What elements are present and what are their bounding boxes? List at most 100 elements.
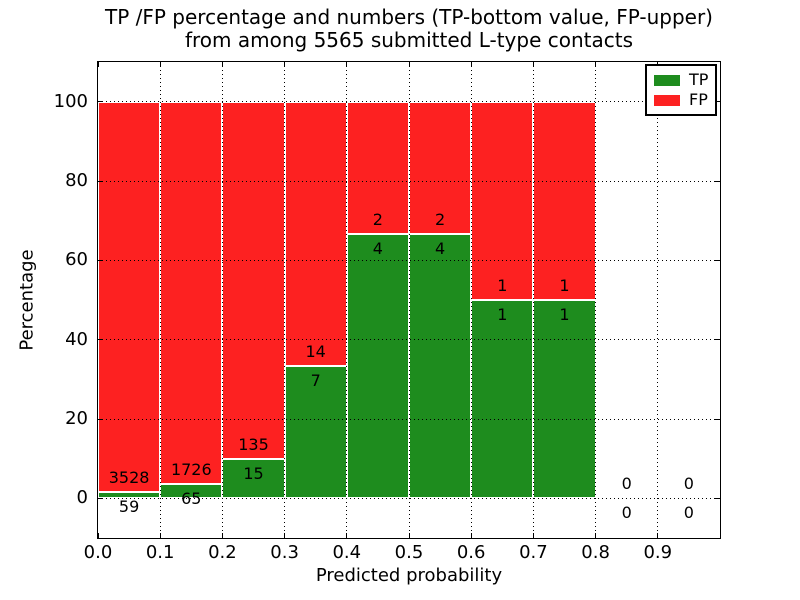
tick-mark-top — [284, 62, 286, 67]
bar-label-fp-5: 2 — [435, 209, 446, 229]
bar-segment-fp-7 — [533, 101, 596, 300]
gridline-x-0.3 — [284, 62, 286, 538]
bar-label-fp-4: 2 — [372, 209, 383, 229]
x-tick-label-0.3: 0.3 — [270, 542, 299, 563]
x-tick-label-0.4: 0.4 — [332, 542, 362, 563]
bar-segment-tp-6 — [471, 300, 534, 499]
bar-label-tp-9: 0 — [683, 503, 694, 523]
tick-mark-right — [715, 180, 720, 182]
bar-label-fp-6: 1 — [497, 276, 508, 295]
tick-mark-right — [715, 259, 720, 261]
x-tick-label-0.0: 0.0 — [83, 542, 113, 563]
bar-label-tp-2: 15 — [243, 463, 264, 483]
bar-label-fp-7: 1 — [559, 276, 570, 295]
tick-mark-right — [715, 101, 720, 103]
legend-entry-tp: TP — [654, 70, 708, 90]
bar-label-tp-4: 4 — [372, 238, 383, 258]
bar-label-fp-2: 135 — [238, 434, 269, 454]
bar-segment-tp-5 — [409, 233, 472, 499]
tick-mark-bottom — [408, 533, 410, 538]
gridline-x-0.2 — [221, 62, 223, 538]
gridline-x-0.4 — [346, 62, 348, 538]
x-axis-label: Predicted probability — [315, 565, 503, 586]
legend: TP FP — [645, 64, 718, 116]
bar-segment-fp-6 — [471, 101, 534, 300]
bar-segment-fp-2 — [222, 101, 285, 459]
gridline-y-20 — [98, 418, 720, 420]
tick-mark-left — [98, 339, 103, 341]
tick-mark-bottom — [284, 533, 286, 538]
plot-area: 3528 59 1726 65 135 15 14 7 2 4 2 4 1 1 1 1 0 0 0 0 — [97, 61, 721, 539]
tick-mark-left — [98, 259, 103, 261]
bar-label-tp-8: 0 — [621, 503, 632, 523]
y-tick-label-80: 80 — [65, 170, 88, 191]
legend-swatch-fp — [654, 94, 680, 106]
tick-mark-bottom — [595, 533, 597, 538]
y-tick-label-40: 40 — [65, 328, 88, 350]
x-tick-label-0.2: 0.2 — [208, 542, 237, 563]
gridline-x-0.9 — [657, 62, 659, 538]
bar-label-tp-5: 4 — [435, 238, 446, 258]
bar-segment-fp-4 — [346, 101, 409, 234]
gridline-x-0.8 — [595, 62, 597, 538]
bar-label-tp-7: 1 — [559, 305, 570, 324]
legend-entry-fp: FP — [654, 90, 708, 110]
bar-label-fp-8: 0 — [621, 474, 632, 494]
y-tick-label-0: 0 — [76, 487, 88, 509]
tick-mark-top — [408, 62, 410, 67]
gridline-y-60 — [98, 259, 720, 261]
tick-mark-bottom — [470, 533, 472, 538]
bar-label-fp-9: 0 — [683, 474, 694, 494]
bar-segment-tp-7 — [533, 300, 596, 499]
gridline-y-0 — [98, 497, 720, 499]
gridline-y-80 — [98, 180, 720, 182]
x-tick-label-0.9: 0.9 — [643, 542, 673, 563]
tick-mark-left — [98, 101, 103, 103]
bar-segment-tp-4 — [346, 233, 409, 499]
gridline-y-100 — [98, 101, 720, 103]
bar-segment-fp-5 — [409, 101, 472, 234]
tick-mark-top — [159, 62, 161, 67]
tick-mark-top — [346, 62, 348, 67]
legend-label-fp: FP — [689, 90, 708, 109]
bar-segment-tp-2 — [222, 458, 285, 499]
tick-mark-top — [532, 62, 534, 67]
x-tick-label-0.5: 0.5 — [394, 542, 424, 563]
bar-segment-fp-0 — [98, 101, 161, 492]
bar-segment-tp-1 — [160, 483, 223, 499]
tick-mark-bottom — [159, 533, 161, 538]
y-tick-label-60: 60 — [65, 249, 88, 271]
bar-segment-fp-1 — [160, 101, 223, 484]
bar-segment-fp-3 — [284, 101, 347, 367]
y-tick-label-100: 100 — [53, 90, 88, 112]
tick-mark-left — [98, 497, 103, 499]
x-tick-label-0.8: 0.8 — [581, 542, 610, 563]
gridline-x-0.7 — [532, 62, 534, 538]
x-tick-label-0.6: 0.6 — [456, 542, 486, 563]
bar-label-fp-0: 3528 — [108, 467, 150, 487]
bar-segment-tp-3 — [284, 366, 347, 499]
bar-label-tp-0: 59 — [118, 496, 140, 516]
tick-mark-bottom — [221, 533, 223, 538]
tick-mark-left — [98, 180, 103, 182]
bar-label-tp-3: 7 — [310, 371, 321, 391]
tick-mark-bottom — [97, 533, 99, 538]
gridline-x-0.6 — [470, 62, 472, 538]
tick-mark-left — [98, 418, 103, 420]
x-tick-label-0.1: 0.1 — [145, 542, 175, 563]
bar-label-tp-1: 65 — [181, 488, 202, 508]
legend-swatch-tp — [654, 74, 680, 86]
tick-mark-bottom — [657, 533, 659, 538]
tick-mark-bottom — [532, 533, 534, 538]
gridline-x-0.5 — [408, 62, 410, 538]
chart-title-line1: TP /FP percentage and numbers (TP-bottom… — [105, 5, 713, 29]
tick-mark-top — [470, 62, 472, 67]
tick-mark-right — [715, 339, 720, 341]
tick-mark-top — [595, 62, 597, 67]
gridline-y-40 — [98, 339, 720, 341]
y-tick-label-20: 20 — [65, 408, 88, 429]
legend-label-tp: TP — [689, 70, 709, 89]
tick-mark-bottom — [346, 533, 348, 538]
bar-label-fp-1: 1726 — [170, 459, 212, 479]
